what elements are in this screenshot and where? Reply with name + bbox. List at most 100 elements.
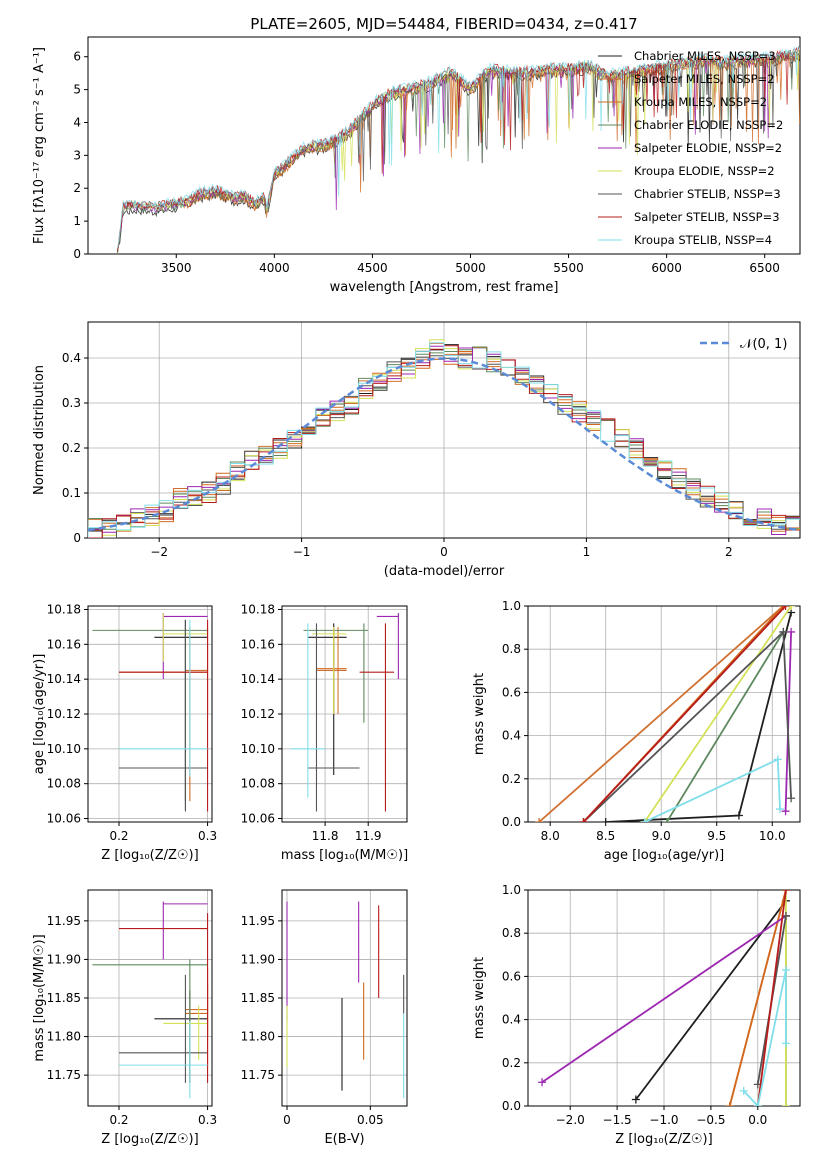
y-tick-label: 11.90: [47, 952, 81, 966]
x-tick-label: 0: [440, 545, 448, 559]
x-tick-label: 5500: [553, 261, 584, 275]
spectrum-series-9: [117, 45, 800, 248]
x-tick-label: 9.0: [652, 829, 671, 843]
weight-line: [538, 606, 784, 822]
weight-marker: [631, 1095, 640, 1104]
y-tick-label: 0.6: [502, 685, 521, 699]
panel-spectrum: 3500 4000 4500 5000 5500 6000 6500 0 1 2 3 4 5 6 wavel…: [32, 36, 801, 295]
y-tick-label: 11.80: [241, 1030, 275, 1044]
y-axis-label: mass weight: [472, 957, 487, 1039]
y-tick-label: 11.75: [47, 1068, 81, 1082]
y-tick-label: 0.8: [502, 642, 521, 656]
spectrum-series-8: [117, 46, 800, 251]
x-tick-label: 0.0: [748, 1113, 767, 1127]
x-tick-label: 0.2: [109, 1113, 128, 1127]
y-tick-label: 0.2: [502, 1056, 521, 1070]
panel-mass_vs_ebv: 0 0.05 11.75 11.80 11.85 11.90 11.95 E(B-V): [241, 889, 408, 1147]
y-tick-label: 0: [73, 247, 81, 261]
plot-area-residuals: [88, 339, 800, 538]
y-axis-label: age [log₁₀(age/yr)]: [32, 654, 47, 775]
y-tick-label: 11.95: [241, 914, 275, 928]
weight-marker: [787, 794, 796, 803]
y-tick-label: 2: [73, 181, 81, 195]
weight-marker: [535, 818, 544, 822]
y-tick-label: 0.1: [62, 486, 81, 500]
weight-line: [541, 915, 787, 1083]
plot-area-weight_vs_age: [535, 606, 796, 822]
y-tick-label: 10.14: [47, 672, 81, 686]
weight-line: [605, 612, 792, 822]
weight-marker: [739, 1086, 748, 1095]
y-tick-label: 3: [73, 148, 81, 162]
y-tick-label: 10.16: [241, 637, 275, 651]
weight-marker: [734, 811, 743, 820]
weight-line: [728, 890, 787, 1106]
plot-area-spectrum: [117, 45, 800, 254]
weight-marker: [787, 606, 796, 610]
weight-marker: [773, 755, 782, 764]
y-tick-label: 10.18: [47, 602, 81, 616]
x-tick-label: 3500: [161, 261, 192, 275]
plot-area-mass_vs_ebv: [286, 901, 405, 1099]
weight-marker: [781, 1102, 790, 1106]
legend-entry: 𝒩(0, 1): [740, 337, 787, 352]
plot-area-mass_vs_Z: [92, 901, 209, 1099]
y-axis-label: Normed distribution: [32, 365, 47, 495]
y-tick-label: 0.2: [62, 441, 81, 455]
x-axis-label: Z [log₁₀(Z/Z☉)]: [615, 1132, 712, 1147]
y-axis-label: mass [log₁₀(M/M☉)]: [32, 934, 47, 1061]
y-tick-label: 0.6: [502, 969, 521, 983]
y-tick-label: 10.16: [47, 637, 81, 651]
x-axis-label: mass [log₁₀(M/M☉)]: [281, 848, 408, 863]
weight-marker: [787, 627, 796, 636]
x-tick-label: 9.5: [707, 829, 726, 843]
weight-marker: [579, 818, 588, 822]
legend-entry: Salpeter STELIB, NSSP=3: [634, 210, 780, 224]
weight-marker: [753, 1102, 762, 1106]
weight-marker: [781, 606, 790, 610]
y-tick-label: 10.12: [47, 707, 81, 721]
axes-frame: [87, 605, 213, 823]
x-tick-label: −1: [293, 545, 311, 559]
y-tick-label: 10.10: [47, 742, 81, 756]
panel-age_vs_mass: 11.8 11.9 10.06 10.08 10.10 10.12 10.14 10.16 10…: [241, 602, 409, 863]
weight-marker: [662, 818, 671, 822]
figure-title: PLATE=2605, MJD=54484, FIBERID=0434, z=0…: [250, 15, 637, 33]
y-tick-label: 10.12: [241, 707, 275, 721]
panel-age_vs_Z: 0.2 0.3 10.06 10.08 10.10 10.12 10.14 10.16 10.1…: [32, 602, 217, 863]
weight-marker: [781, 890, 790, 894]
x-tick-label: 5000: [455, 261, 486, 275]
x-axis-label: Z [log₁₀(Z/Z☉)]: [101, 1132, 198, 1147]
y-tick-label: 11.85: [241, 991, 275, 1005]
y-tick-label: 0.8: [502, 926, 521, 940]
legend-entry: Chabrier MILES, NSSP=3: [634, 49, 776, 63]
plot-area-age_vs_Z: [92, 612, 209, 812]
y-tick-label: 11.80: [47, 1030, 81, 1044]
x-tick-label: 0: [283, 1113, 291, 1127]
y-tick-label: 10.08: [241, 777, 275, 791]
y-tick-label: 0.4: [502, 1013, 521, 1027]
x-tick-label: 0.05: [357, 1113, 384, 1127]
x-tick-label: −2.0: [556, 1113, 585, 1127]
legend-entry: Kroupa STELIB, NSSP=4: [634, 233, 772, 247]
weight-line: [743, 969, 787, 1106]
plot-area-age_vs_mass: [290, 612, 399, 812]
y-tick-label: 10.06: [241, 812, 275, 826]
panel-weight_vs_Z: −2.0 −1.5 −1.0 −0.5 0.0 0.0 0.2 0.4 0.6 0.8 1.0 Z […: [472, 883, 801, 1147]
weight-line: [643, 606, 792, 822]
weight-marker: [776, 805, 785, 814]
y-tick-label: 4: [73, 115, 81, 129]
y-tick-label: 1.0: [502, 883, 521, 897]
axes-frame: [527, 605, 801, 823]
axes-frame: [87, 36, 801, 255]
spectrum-series-6: [117, 50, 800, 254]
weight-line: [666, 631, 785, 822]
x-tick-label: 6000: [651, 261, 682, 275]
plot-area-weight_vs_Z: [538, 890, 790, 1106]
x-tick-label: 8.0: [541, 829, 560, 843]
y-tick-label: 0: [73, 531, 81, 545]
y-tick-label: 5: [73, 83, 81, 97]
legend-entry: Salpeter ELODIE, NSSP=2: [634, 141, 782, 155]
legend-entry: Salpeter MILES, NSSP=2: [634, 72, 775, 86]
